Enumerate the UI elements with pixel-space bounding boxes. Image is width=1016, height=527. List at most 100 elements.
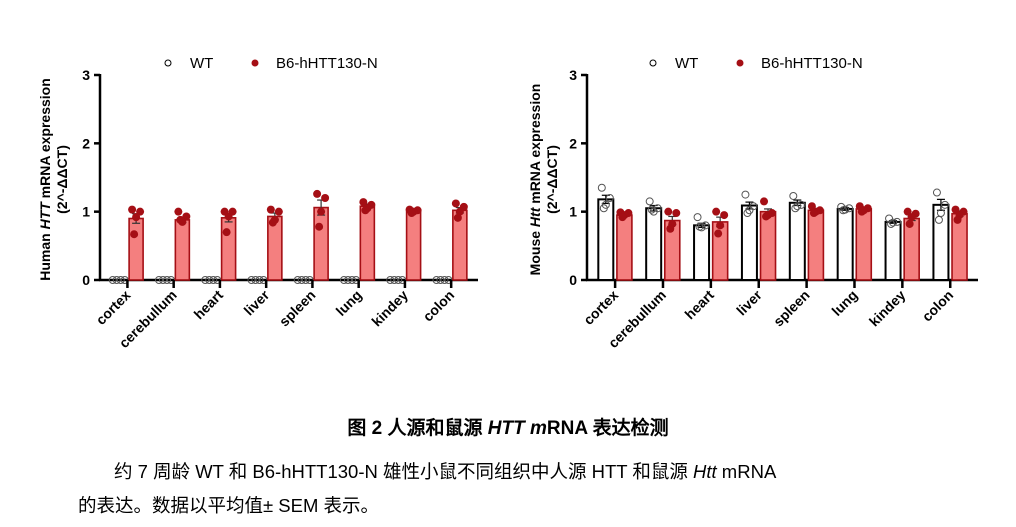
- data-point-tg: [666, 224, 675, 233]
- bar-wt: [645, 207, 663, 281]
- data-point-wt: [885, 214, 894, 223]
- data-point-tg: [714, 229, 723, 238]
- data-point-tg: [222, 228, 231, 237]
- caption-line-1: 约 7 周龄 WT 和 B6-hHTT130-N 雄性小鼠不同组织中人源 HTT…: [78, 455, 978, 489]
- caption-body-mrna: mRNA: [716, 461, 777, 482]
- bar-wt: [740, 204, 758, 281]
- x-tick-label: spleen: [770, 287, 813, 330]
- data-point-wt: [343, 276, 352, 284]
- data-point-wt: [793, 202, 802, 211]
- data-point-wt: [599, 204, 608, 213]
- legend-tg-label: B6-hHTT130-N: [761, 55, 863, 72]
- data-point-wt: [932, 188, 941, 197]
- x-tick-label: colon: [420, 287, 458, 325]
- bar-group-spleen: spleen: [770, 191, 825, 330]
- data-point-tg: [903, 207, 912, 216]
- data-point-tg: [451, 199, 460, 208]
- data-point-tg: [359, 198, 368, 207]
- data-point-wt: [432, 276, 441, 284]
- data-point-tg: [317, 207, 326, 216]
- data-point-wt: [839, 206, 848, 215]
- bar-group-heart: heart: [191, 207, 237, 322]
- data-point-tg: [809, 209, 818, 218]
- bar-group-liver: liver: [733, 190, 777, 318]
- data-point-wt: [887, 219, 896, 228]
- data-point-tg: [407, 209, 416, 218]
- data-point-tg: [760, 197, 769, 206]
- x-tick-label: lung: [828, 287, 860, 319]
- data-point-tg: [807, 202, 816, 211]
- data-point-tg: [712, 207, 721, 216]
- bar-group-colon: colon: [919, 188, 968, 325]
- x-tick-label: kindey: [368, 287, 411, 330]
- data-point-wt: [112, 276, 121, 284]
- mouse-htt-chart: WT B6-hHTT130-N Mouse Htt mRNA expression(…: [508, 0, 1016, 400]
- data-point-wt: [394, 276, 403, 284]
- x-tick-label: colon: [919, 287, 957, 325]
- bar-group-kindey: kindey: [866, 207, 920, 329]
- data-point-tg: [315, 222, 324, 231]
- x-tick-label: liver: [241, 286, 273, 318]
- data-point-tg: [361, 206, 370, 215]
- y-tick-label: 1: [82, 204, 90, 220]
- data-point-tg: [905, 219, 914, 228]
- bar-tg: [128, 217, 144, 281]
- y-axis-unit-label: (2^-ΔΔCT): [54, 145, 70, 214]
- data-point-tg: [130, 230, 139, 239]
- legend: WT B6-hHTT130-N: [649, 55, 863, 72]
- data-point-wt: [605, 194, 614, 202]
- bar-group-heart: heart: [681, 207, 729, 322]
- figure-caption-body: 约 7 周龄 WT 和 B6-hHTT130-N 雄性小鼠不同组织中人源 HTT…: [78, 455, 978, 523]
- data-point-tg: [953, 215, 962, 224]
- data-point-tg: [268, 218, 277, 227]
- bar-group-lung: lung: [333, 198, 376, 319]
- data-point-tg: [720, 211, 729, 220]
- x-tick-label: cortex: [93, 287, 134, 328]
- bar-tg: [313, 206, 329, 281]
- data-point-wt: [645, 197, 654, 206]
- bar-group-kindey: kindey: [368, 205, 422, 330]
- data-point-wt: [741, 190, 750, 199]
- data-point-wt: [209, 276, 218, 284]
- bar-tg: [616, 214, 633, 281]
- caption-line-2: 的表达。数据以平均值± SEM 表示。: [78, 495, 380, 516]
- data-point-wt: [255, 276, 264, 284]
- legend-wt-label: WT: [675, 55, 698, 72]
- caption-title-text: 图 2 人源和鼠源: [347, 418, 488, 439]
- data-point-wt: [440, 276, 449, 284]
- bar-tg: [359, 205, 376, 281]
- y-tick-label: 3: [82, 67, 90, 83]
- caption-title-suffix: RNA 表达检测: [546, 418, 669, 439]
- data-point-wt: [251, 276, 260, 284]
- data-point-wt: [695, 222, 704, 231]
- x-tick-label: lung: [333, 287, 365, 319]
- y-axis-label: Human HTT mRNA expression: [37, 78, 53, 281]
- y-tick-label: 2: [569, 135, 577, 151]
- data-point-wt: [745, 206, 754, 215]
- x-tick-label: spleen: [276, 287, 319, 330]
- bar-tg: [759, 210, 777, 281]
- data-point-wt: [889, 218, 898, 227]
- legend-tg-label: B6-hHTT130-N: [276, 55, 378, 72]
- y-tick-label: 1: [569, 204, 577, 220]
- data-point-tg: [128, 205, 137, 214]
- bar-group-lung: lung: [828, 202, 873, 319]
- data-point-tg: [132, 213, 141, 222]
- data-point-tg: [672, 209, 681, 218]
- data-point-wt: [701, 221, 710, 230]
- data-point-wt: [301, 276, 310, 284]
- bar-wt: [693, 224, 711, 281]
- data-point-wt: [647, 205, 656, 214]
- data-point-wt: [797, 200, 806, 209]
- data-point-wt: [390, 276, 399, 284]
- data-point-tg: [618, 213, 627, 222]
- human-htt-chart: WT B6-hHTT130-N Human HTT mRNA expression(…: [0, 0, 508, 400]
- data-point-wt: [791, 204, 800, 213]
- data-point-wt: [154, 276, 163, 284]
- data-point-tg: [224, 212, 233, 221]
- data-point-tg: [455, 207, 464, 216]
- data-point-wt: [347, 276, 356, 284]
- data-point-wt: [339, 276, 348, 284]
- bar-tg: [903, 217, 920, 281]
- legend-wt-marker-icon: [649, 59, 657, 67]
